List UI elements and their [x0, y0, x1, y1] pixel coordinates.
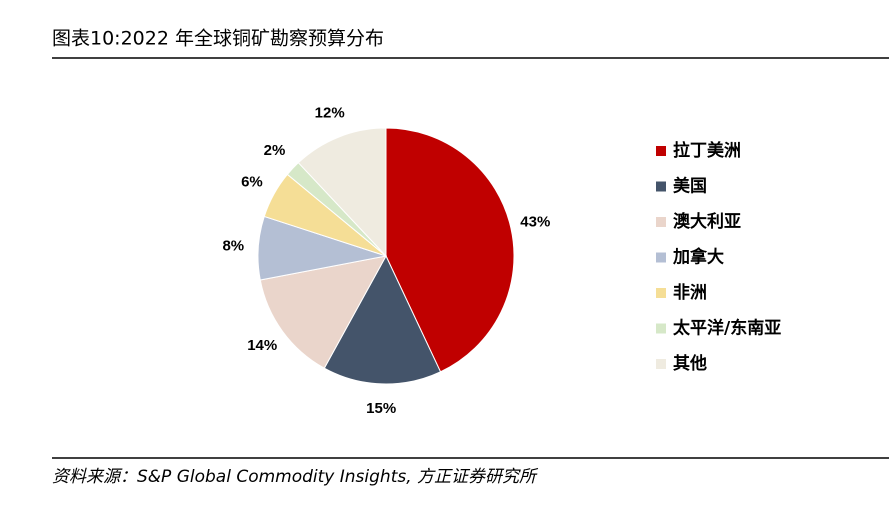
value-label: 2%: [264, 142, 286, 159]
pie-slice: [259, 255, 387, 369]
legend-label: 其他: [673, 353, 707, 374]
legend-swatch: [656, 359, 666, 369]
value-label: 15%: [366, 400, 396, 417]
legend-label: 太平洋/东南亚: [673, 318, 781, 339]
legend-label: 澳大利亚: [673, 211, 741, 232]
pie-slice: [297, 127, 387, 258]
pie-slice: [323, 254, 442, 385]
legend-label: 拉丁美洲: [673, 140, 741, 161]
pie-slice: [385, 127, 515, 373]
legend-swatch: [656, 146, 666, 156]
legend-swatch: [656, 252, 666, 263]
legend-label: 美国: [673, 176, 707, 197]
value-label: 6%: [241, 173, 263, 190]
value-label: 43%: [520, 214, 550, 231]
value-label: 12%: [315, 105, 345, 122]
legend-label: 加拿大: [672, 247, 724, 268]
value-label: 14%: [247, 337, 277, 354]
legend-swatch: [656, 181, 666, 192]
value-label: 8%: [222, 237, 244, 254]
source: 资料来源：S&P Global Commodity Insights, 方正证券…: [52, 467, 539, 487]
chart-title: 图表10:2022 年全球铜矿勘察预算分布: [52, 28, 384, 50]
legend-swatch: [656, 323, 666, 334]
legend-swatch: [656, 288, 666, 298]
legend-label: 非洲: [673, 282, 707, 303]
legend-swatch: [656, 217, 666, 227]
